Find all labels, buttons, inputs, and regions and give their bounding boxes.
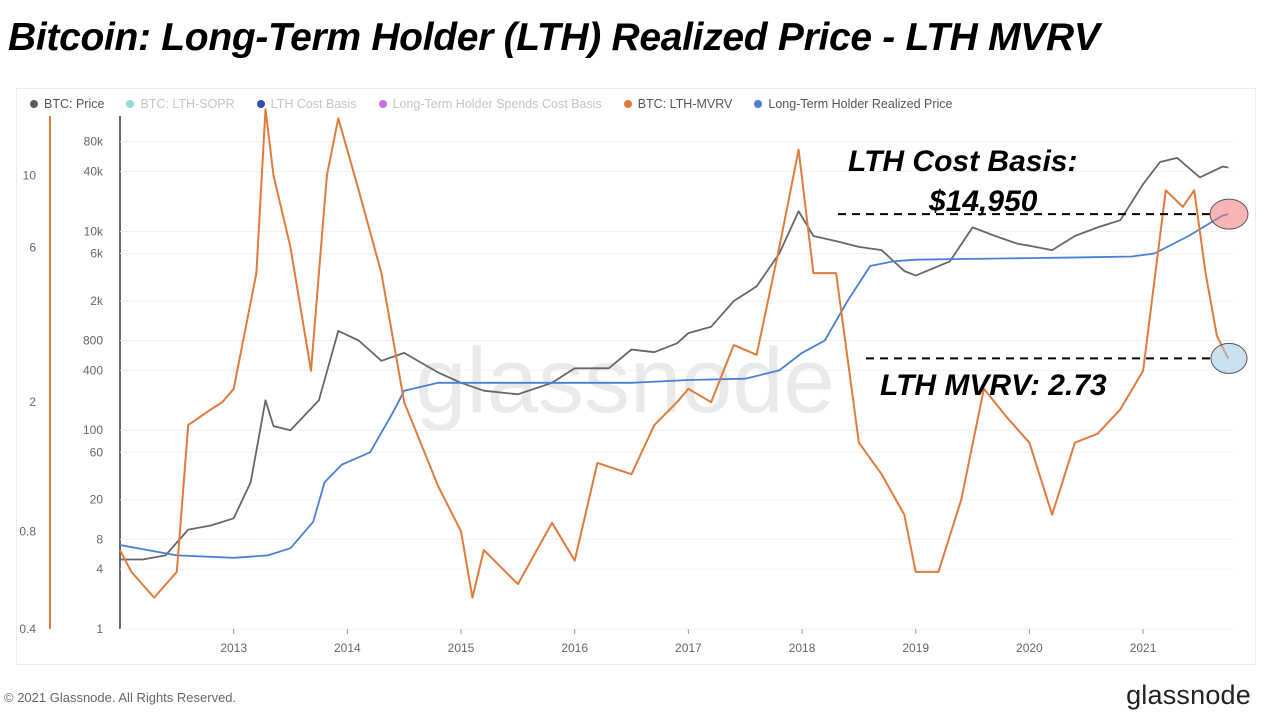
- brand-logo[interactable]: glassnode: [1126, 680, 1251, 710]
- legend-label: BTC: Price: [44, 97, 105, 111]
- price-tick-label: 4: [96, 562, 103, 576]
- mvrv-annotation: LTH MVRV: 2.73: [880, 369, 1107, 402]
- price-tick-label: 6k: [90, 247, 104, 261]
- x-tick-label: 2019: [902, 641, 929, 655]
- legend-dot-icon: [256, 100, 265, 108]
- x-tick-label: 2020: [1016, 641, 1043, 655]
- series-line-2: [119, 108, 1230, 599]
- price-tick-label: 2k: [90, 294, 104, 308]
- mvrv-tick-label: 6: [29, 240, 36, 254]
- legend-dot-icon: [126, 100, 135, 108]
- legend-label: Long-Term Holder Spends Cost Basis: [392, 97, 602, 111]
- legend-label: BTC: LTH-MVRV: [637, 97, 733, 111]
- legend-dot-icon: [30, 100, 38, 108]
- legend-label: BTC: LTH-SOPR: [140, 97, 235, 111]
- series-line-0: [120, 156, 1229, 561]
- watermark: glassnode: [415, 330, 834, 432]
- x-tick-label: 2018: [789, 641, 816, 655]
- price-tick-label: 40k: [84, 165, 104, 179]
- price-tick-label: 80k: [84, 135, 104, 149]
- legend-item[interactable]: BTC: LTH-SOPR: [126, 97, 235, 111]
- x-tick-label: 2014: [334, 641, 361, 655]
- chart-title: Bitcoin: Long-Term Holder (LTH) Realized…: [8, 16, 1100, 59]
- price-tick-label: 10k: [84, 224, 104, 238]
- legend-dot-icon: [378, 100, 387, 108]
- x-tick-label: 2021: [1130, 641, 1157, 655]
- price-tick-label: 60: [90, 445, 104, 459]
- legend-item[interactable]: LTH Cost Basis: [256, 97, 357, 111]
- price-tick-label: 800: [83, 333, 103, 347]
- series-line-1: [119, 213, 1229, 559]
- price-tick-label: 20: [90, 493, 104, 507]
- cost-basis-marker: [1209, 198, 1249, 230]
- x-tick-label: 2017: [675, 641, 702, 655]
- mvrv-marker: [1210, 342, 1248, 374]
- legend-item[interactable]: BTC: LTH-MVRV: [623, 97, 733, 111]
- legend-label: LTH Cost Basis: [270, 97, 357, 111]
- legend-item[interactable]: Long-Term Holder Spends Cost Basis: [378, 97, 602, 111]
- mvrv-tick-label: 10: [23, 168, 37, 182]
- legend: BTC: Price BTC: LTH-SOPR LTH Cost Basis Lon…: [30, 97, 953, 111]
- price-tick-label: 400: [83, 363, 103, 377]
- mvrv-tick-label: 0.8: [19, 524, 36, 538]
- mvrv-tick-label: 0.4: [19, 622, 36, 636]
- legend-item[interactable]: Long-Term Holder Realized Price: [754, 97, 953, 111]
- x-tick-label: 2016: [561, 641, 588, 655]
- cost-basis-value: $14,950: [929, 185, 1038, 218]
- x-tick-label: 2015: [448, 641, 475, 655]
- x-tick-label: 2013: [220, 641, 247, 655]
- legend-dot-icon: [623, 100, 632, 108]
- legend-dot-icon: [754, 100, 763, 108]
- price-tick-label: 8: [96, 532, 103, 546]
- price-tick-label: 1: [96, 622, 103, 636]
- cost-basis-annotation: LTH Cost Basis:: [848, 145, 1078, 178]
- copyright-footer: © 2021 Glassnode. All Rights Reserved.: [4, 690, 237, 705]
- mvrv-tick-label: 2: [29, 395, 36, 409]
- price-tick-label: 100: [83, 423, 103, 437]
- legend-label: Long-Term Holder Realized Price: [768, 97, 953, 111]
- legend-item[interactable]: BTC: Price: [30, 97, 104, 111]
